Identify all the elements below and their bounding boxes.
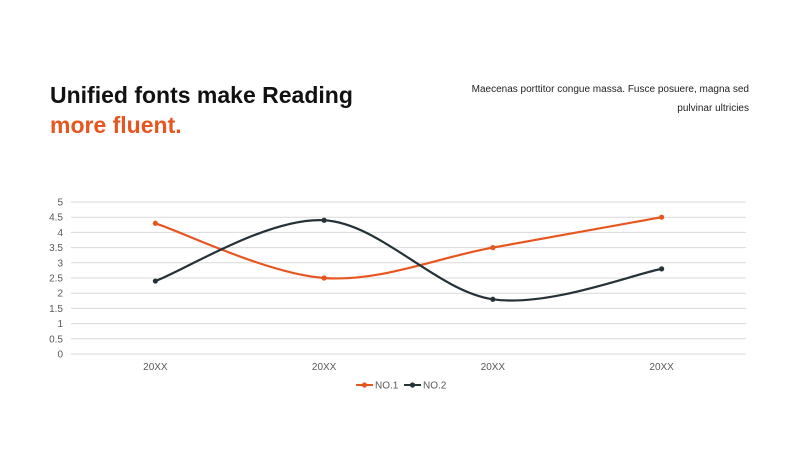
description-text: Maecenas porttitor congue massa. Fusce p… <box>471 84 749 114</box>
data-point <box>490 296 496 302</box>
y-tick-label: 3.5 <box>49 243 63 254</box>
y-tick-label: 1 <box>57 319 63 330</box>
series-line-2 <box>155 219 662 302</box>
legend-item-1[interactable]: NO.1 <box>356 381 399 392</box>
x-tick-label: 20XX <box>649 362 674 373</box>
legend[interactable]: NO.1 NO.2 <box>356 381 447 392</box>
y-axis-ticks: 0 0.5 1 1.5 2 2.5 3 3.5 4 4.5 5 <box>49 198 63 361</box>
title-block: Unified fonts make Reading more fluent. <box>50 80 353 140</box>
data-point <box>321 217 327 223</box>
y-tick-label: 4.5 <box>49 213 63 224</box>
gridlines <box>71 201 746 355</box>
legend-marker <box>409 382 416 388</box>
legend-label: NO.1 <box>375 381 399 392</box>
legend-item-2[interactable]: NO.2 <box>404 381 447 392</box>
data-point <box>490 245 496 251</box>
y-tick-label: 5 <box>57 198 63 209</box>
series-line-1 <box>155 216 662 280</box>
y-tick-label: 2.5 <box>49 274 63 285</box>
legend-marker <box>361 382 368 388</box>
x-axis-ticks: 20XX 20XX 20XX 20XX <box>143 362 674 373</box>
y-tick-label: 4 <box>57 228 63 239</box>
x-tick-label: 20XX <box>481 362 506 373</box>
data-point <box>659 214 665 220</box>
x-tick-label: 20XX <box>143 362 168 373</box>
y-tick-label: 0.5 <box>49 334 63 345</box>
y-tick-label: 2 <box>57 289 63 300</box>
legend-label: NO.2 <box>423 381 447 392</box>
data-point <box>321 275 327 281</box>
y-tick-label: 1.5 <box>49 304 63 315</box>
page-title-accent: more fluent. <box>50 112 182 138</box>
y-tick-label: 0 <box>57 350 63 361</box>
page-title: Unified fonts make Reading <box>50 82 353 108</box>
data-point <box>659 266 665 272</box>
data-point <box>152 278 158 284</box>
x-tick-label: 20XX <box>312 362 337 373</box>
series-lines <box>152 214 665 302</box>
y-tick-label: 3 <box>57 258 63 269</box>
data-point <box>152 220 158 226</box>
